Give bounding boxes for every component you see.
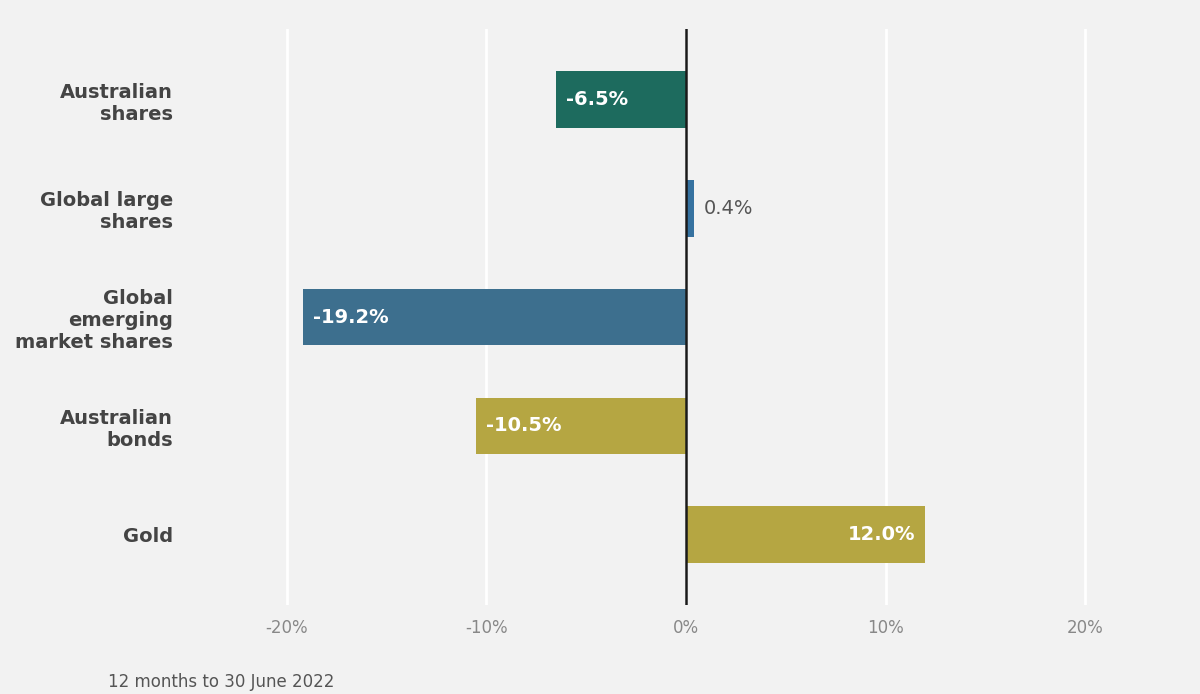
Text: -10.5%: -10.5% <box>486 416 562 435</box>
Text: -6.5%: -6.5% <box>566 90 629 109</box>
Bar <box>302 289 686 346</box>
Bar <box>686 507 925 563</box>
Bar <box>686 180 694 237</box>
Bar <box>556 71 686 128</box>
Bar <box>476 398 686 455</box>
Text: 12.0%: 12.0% <box>848 525 916 544</box>
Text: 0.4%: 0.4% <box>704 199 754 218</box>
Text: -19.2%: -19.2% <box>312 307 388 327</box>
Text: 12 months to 30 June 2022: 12 months to 30 June 2022 <box>108 673 335 691</box>
